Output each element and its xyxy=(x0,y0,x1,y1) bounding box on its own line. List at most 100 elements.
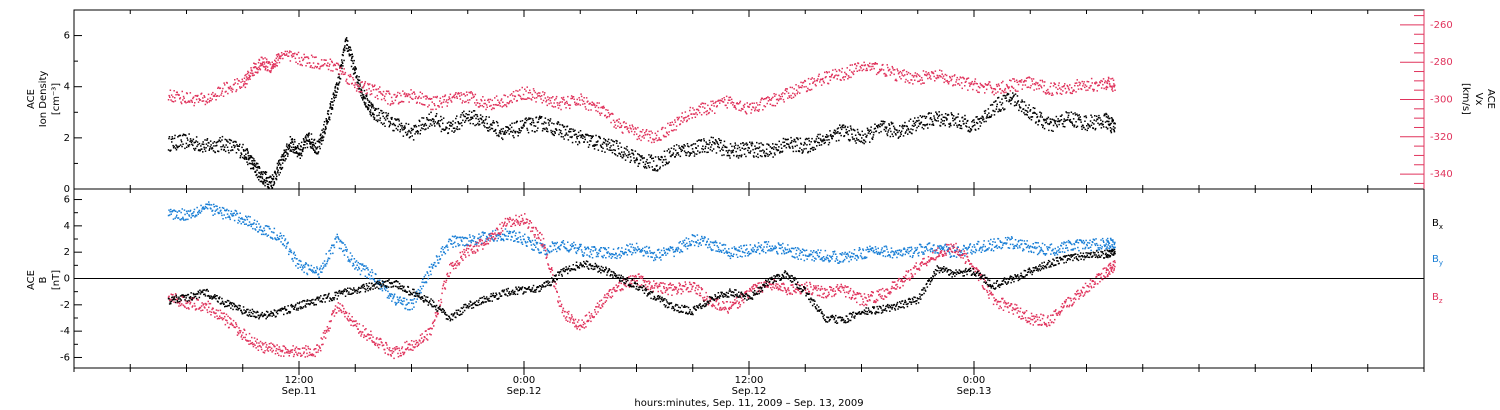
vx-point xyxy=(1022,84,1024,86)
density-point xyxy=(817,133,819,136)
density-point xyxy=(973,119,975,121)
density-point xyxy=(505,131,508,134)
vx-point xyxy=(1013,78,1015,80)
density-point xyxy=(969,128,972,130)
density-point xyxy=(262,183,265,185)
density-point xyxy=(270,180,273,183)
density-point xyxy=(213,141,216,143)
density-point xyxy=(342,65,344,67)
vx-point xyxy=(801,84,803,87)
vx-point xyxy=(1070,87,1073,89)
vx-point xyxy=(206,102,208,104)
vx-point xyxy=(261,64,264,66)
by-point xyxy=(286,242,289,244)
density-point xyxy=(1024,109,1027,112)
by-point xyxy=(491,238,493,240)
density-point xyxy=(762,144,765,146)
density-point xyxy=(497,124,499,127)
density-point xyxy=(734,144,737,146)
density-point xyxy=(464,115,466,118)
density-point xyxy=(308,140,311,143)
by-point xyxy=(381,287,383,290)
density-point xyxy=(971,126,974,128)
density-point xyxy=(551,122,553,124)
vx-point xyxy=(1107,79,1109,81)
density-point xyxy=(437,121,439,123)
vx-point xyxy=(227,86,230,89)
vx-point xyxy=(389,93,391,95)
vx-point xyxy=(849,64,852,66)
by-point xyxy=(602,247,605,249)
density-point xyxy=(1030,116,1032,118)
vx-point xyxy=(848,76,850,79)
by-point xyxy=(336,233,338,236)
vx-point xyxy=(701,102,703,104)
density-point xyxy=(481,122,483,124)
vx-point xyxy=(686,119,688,122)
vx-point xyxy=(694,116,697,118)
density-point xyxy=(254,170,257,173)
density-point xyxy=(503,132,506,134)
density-point xyxy=(614,154,617,156)
by-point xyxy=(292,260,294,262)
vx-point xyxy=(384,95,386,98)
vx-point xyxy=(632,128,635,130)
density-point xyxy=(688,145,690,148)
density-point xyxy=(309,143,311,145)
vx-point xyxy=(580,95,583,98)
density-point xyxy=(188,144,191,146)
density-point xyxy=(517,132,520,134)
density-point xyxy=(313,144,315,147)
vx-point xyxy=(448,96,450,98)
density-point xyxy=(923,115,926,118)
vx-point xyxy=(1045,93,1047,95)
vx-point xyxy=(922,82,924,84)
density-point xyxy=(662,164,664,167)
density-point xyxy=(1039,116,1042,118)
vx-point xyxy=(714,102,717,104)
density-point xyxy=(325,118,327,120)
vx-point xyxy=(868,65,870,68)
density-point xyxy=(474,113,477,116)
by-point xyxy=(365,265,367,267)
density-point xyxy=(764,155,767,157)
density-point xyxy=(567,134,569,136)
density-point xyxy=(489,128,491,131)
by-point xyxy=(215,205,217,207)
vx-point xyxy=(433,103,435,105)
vx-point xyxy=(351,82,353,85)
vx-point xyxy=(517,90,519,92)
density-point xyxy=(925,116,928,118)
by-point xyxy=(227,209,230,212)
density-point xyxy=(710,136,713,139)
density-point xyxy=(670,155,672,158)
by-point xyxy=(417,288,420,291)
density-point xyxy=(592,145,594,147)
by-point xyxy=(409,308,411,311)
vx-point xyxy=(1066,84,1068,87)
vx-point xyxy=(994,88,996,90)
density-point xyxy=(560,130,562,132)
density-point xyxy=(658,158,660,160)
by-point xyxy=(178,210,181,212)
density-point xyxy=(382,123,384,126)
by-point xyxy=(479,236,481,239)
density-point xyxy=(783,141,786,143)
by-point xyxy=(419,289,421,292)
vx-point xyxy=(284,54,286,56)
by-point xyxy=(489,235,491,237)
density-point xyxy=(562,136,564,138)
by-point xyxy=(645,252,647,255)
density-point xyxy=(725,146,727,148)
vx-point xyxy=(1052,85,1055,87)
vx-point xyxy=(729,96,732,98)
vx-point xyxy=(583,97,585,99)
vx-point xyxy=(770,97,773,100)
density-point xyxy=(1070,111,1073,113)
density-point xyxy=(900,130,903,132)
vx-point xyxy=(289,50,291,52)
by-point xyxy=(297,267,299,269)
density-point xyxy=(310,142,312,144)
density-point xyxy=(731,145,733,148)
density-point xyxy=(686,143,689,145)
